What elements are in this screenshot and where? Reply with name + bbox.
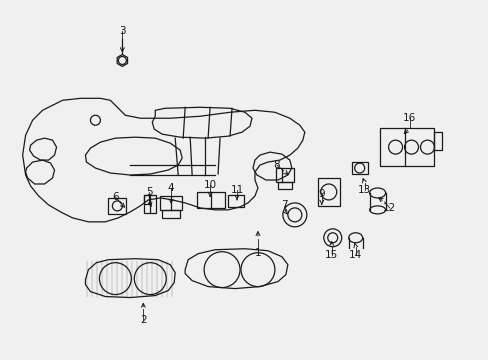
- Bar: [351, 162, 367, 174]
- Bar: [433, 132, 442, 150]
- Text: 5: 5: [145, 187, 152, 197]
- Text: 12: 12: [382, 203, 395, 213]
- Text: 11: 11: [230, 185, 243, 195]
- Bar: [275, 168, 293, 182]
- Text: 9: 9: [318, 189, 325, 199]
- Text: 7: 7: [281, 200, 287, 210]
- Bar: [379, 128, 433, 166]
- Text: 16: 16: [402, 113, 415, 123]
- Bar: [144, 195, 156, 213]
- Bar: [277, 182, 291, 189]
- Bar: [317, 178, 339, 206]
- Text: 1: 1: [254, 248, 261, 258]
- Text: 3: 3: [119, 26, 125, 36]
- Bar: [197, 192, 224, 208]
- Text: 13: 13: [357, 185, 370, 195]
- Bar: [227, 195, 244, 207]
- Bar: [144, 195, 149, 204]
- Text: 6: 6: [112, 192, 119, 202]
- Text: 4: 4: [167, 183, 174, 193]
- Bar: [108, 198, 126, 214]
- Text: 14: 14: [348, 250, 362, 260]
- Text: 15: 15: [325, 250, 338, 260]
- Bar: [160, 196, 182, 210]
- Text: 2: 2: [140, 315, 146, 325]
- Text: 10: 10: [203, 180, 216, 190]
- Bar: [162, 210, 180, 218]
- Text: 8: 8: [273, 160, 280, 170]
